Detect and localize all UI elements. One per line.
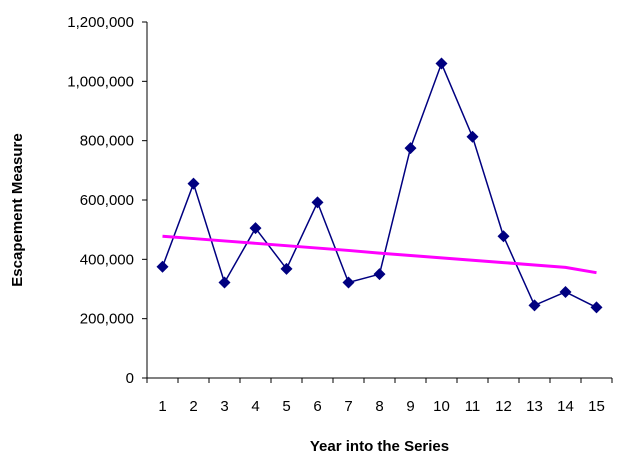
y-tick-label: 1,200,000 [67,14,134,31]
x-tick-label: 2 [189,398,197,415]
x-tick-label: 12 [495,398,512,415]
trend-line [162,234,597,275]
y-tick-label: 800,000 [80,133,134,150]
plot-area: 0 200,000 400,000 600,000 800,000 1,000,000 1,… [67,14,613,415]
data-point [466,130,479,143]
x-tick-label: 15 [588,398,605,415]
data-point [373,268,386,281]
x-axis-ticks: 1 2 3 4 5 6 7 8 9 10 11 12 13 14 15 [146,378,613,415]
x-tick-label: 5 [282,398,290,415]
data-point [528,299,541,312]
y-tick-label: 1,000,000 [67,73,134,90]
x-tick-label: 6 [313,398,321,415]
x-tick-label: 13 [526,398,543,415]
y-axis-ticks: 0 200,000 400,000 600,000 800,000 1,000,000 1,… [67,14,147,387]
y-tick-label: 600,000 [80,192,134,209]
data-point [187,177,200,190]
data-point [280,262,293,275]
x-tick-label: 9 [406,398,414,415]
data-point [311,196,324,209]
data-point [559,285,572,298]
x-tick-label: 3 [220,398,228,415]
x-tick-label: 8 [375,398,383,415]
y-tick-label: 400,000 [80,251,134,268]
data-point [342,276,355,289]
series-layer [156,57,603,314]
x-tick-label: 1 [158,398,166,415]
y-tick-label: 200,000 [80,311,134,328]
data-point [404,142,417,155]
x-tick-label: 10 [433,398,450,415]
data-point [156,260,169,273]
x-tick-label: 7 [344,398,352,415]
data-point [590,301,603,314]
x-axis-title: Year into the Series [310,438,449,455]
data-point [497,230,510,243]
data-point [435,57,448,70]
data-point [218,276,231,289]
x-tick-label: 11 [465,398,481,415]
x-tick-label: 4 [251,398,259,415]
y-tick-label: 0 [126,370,134,387]
y-axis-title: Escapement Measure [9,133,26,286]
x-tick-label: 14 [557,398,574,415]
data-point [249,222,262,235]
